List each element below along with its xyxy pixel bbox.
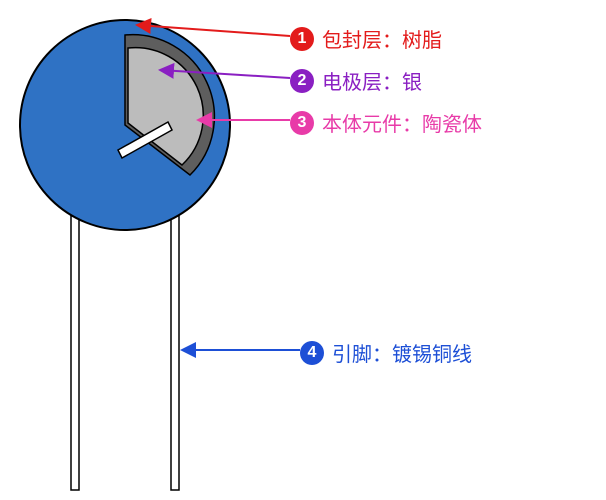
callout-leads: 4 引脚：镀锡铜线: [300, 338, 472, 367]
callout-ceramic: 3 本体元件：陶瓷体: [290, 108, 482, 137]
lead-left: [71, 215, 79, 490]
lead-right: [171, 215, 179, 490]
label-leads-text: 引脚：镀锡铜线: [332, 338, 472, 367]
badge-2-icon: 2: [290, 69, 314, 93]
callout-coating: 1 包封层：树脂: [290, 24, 442, 53]
label-coating-text: 包封层：树脂: [322, 24, 442, 53]
callout-electrode: 2 电极层：银: [290, 66, 422, 95]
badge-3-icon: 3: [290, 111, 314, 135]
label-ceramic-text: 本体元件：陶瓷体: [322, 108, 482, 137]
badge-4-icon: 4: [300, 341, 324, 365]
label-electrode-text: 电极层：银: [322, 66, 422, 95]
badge-1-icon: 1: [290, 27, 314, 51]
